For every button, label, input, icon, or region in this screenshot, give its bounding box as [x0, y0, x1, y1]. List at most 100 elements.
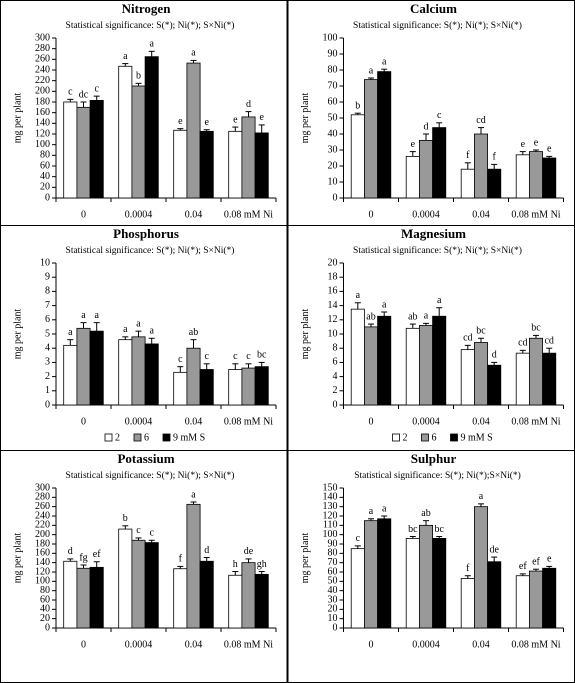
y-tick-label: 20 — [40, 182, 50, 193]
bar — [254, 573, 269, 629]
legend-label: 6 — [432, 432, 437, 443]
bar — [432, 538, 447, 629]
bar — [350, 114, 365, 199]
significance-letter: b — [355, 100, 360, 111]
y-tick-label: 120 — [35, 128, 50, 139]
significance-letter: a — [382, 299, 387, 310]
significance-letter: bc — [434, 524, 444, 535]
x-tick-label: 0.08 mM Ni — [224, 416, 273, 427]
bar — [118, 528, 133, 629]
y-tick-label: 3 — [45, 357, 50, 368]
y-tick-label: 50 — [328, 112, 338, 123]
significance-letter: de — [489, 544, 499, 555]
y-tick-label: 30 — [328, 144, 338, 155]
y-tick-label: 18 — [328, 271, 338, 282]
bar — [460, 168, 475, 199]
significance-letter: bc — [476, 326, 486, 337]
bar — [63, 101, 78, 199]
bar — [405, 327, 420, 406]
significance-letter: e — [547, 144, 552, 155]
legend-label: 9 mM S — [461, 432, 493, 443]
x-tick-label: 0 — [81, 416, 86, 427]
chart-title: Nitrogen — [122, 1, 172, 16]
bar — [364, 79, 379, 199]
y-tick-label: 100 — [323, 529, 338, 540]
chart-subtitle: Statistical significance: S(*); Ni(*); S… — [66, 245, 235, 256]
bar — [144, 542, 159, 629]
panel: Nitrogen Statistical significance: S(*); … — [0, 0, 288, 226]
bar — [131, 336, 146, 406]
y-tick-label: 200 — [35, 86, 50, 97]
significance-letter: c — [94, 83, 99, 94]
x-tick-label: 0.08 mM Ni — [224, 639, 273, 650]
significance-letter: a — [123, 324, 128, 335]
significance-letter: c — [68, 87, 73, 98]
significance-letter: d — [68, 546, 73, 557]
significance-letter: a — [369, 65, 374, 76]
chart-title: Phosphorus — [113, 226, 179, 241]
y-tick-label: 0 — [333, 399, 338, 410]
bar — [173, 568, 188, 629]
y-axis-label: mg per plant — [12, 533, 23, 584]
y-tick-label: 7 — [45, 300, 50, 311]
legend-swatch — [392, 433, 400, 442]
y-tick-label: 300 — [35, 32, 50, 43]
y-tick-label: 160 — [35, 548, 50, 559]
significance-letter: c — [246, 351, 251, 362]
y-tick-label: 80 — [40, 585, 50, 596]
bar — [418, 139, 433, 199]
y-tick-label: 130 — [323, 501, 338, 512]
y-tick-label: 8 — [333, 342, 338, 353]
y-axis-label: mg per plant — [12, 93, 23, 144]
bar — [241, 562, 256, 629]
y-tick-label: 70 — [328, 80, 338, 91]
significance-letter: e — [178, 116, 183, 127]
legend-swatch — [450, 433, 458, 442]
significance-letter: cd — [544, 335, 553, 346]
bar — [89, 330, 104, 406]
bar — [473, 342, 488, 406]
x-tick-label: 0.0004 — [412, 416, 440, 427]
y-tick-label: 240 — [35, 64, 50, 75]
x-tick-label: 0.08 mM Ni — [511, 416, 560, 427]
significance-letter: e — [233, 114, 238, 125]
significance-letter: b — [136, 71, 141, 82]
significance-letter: a — [382, 56, 387, 67]
x-tick-label: 0 — [369, 209, 374, 220]
significance-letter: a — [191, 489, 196, 500]
y-tick-label: 0 — [45, 399, 50, 410]
bar — [76, 106, 91, 199]
bar — [542, 567, 557, 629]
x-tick-label: 0 — [81, 639, 86, 650]
y-tick-label: 200 — [35, 529, 50, 540]
bar — [173, 371, 188, 406]
y-tick-label: 80 — [328, 64, 338, 75]
bar — [131, 85, 146, 199]
chart-title: Magnesium — [401, 226, 466, 241]
significance-letter: a — [356, 290, 361, 301]
bar — [254, 132, 269, 199]
significance-letter: ab — [421, 508, 430, 519]
significance-letter: a — [123, 51, 128, 62]
y-axis-label: mg per plant — [12, 309, 23, 360]
significance-letter: d — [492, 350, 497, 361]
significance-letter: d — [424, 121, 429, 132]
y-tick-label: 4 — [45, 342, 50, 353]
significance-letter: d — [246, 99, 251, 110]
bar — [515, 352, 530, 406]
y-tick-label: 260 — [35, 54, 50, 65]
y-tick-label: 4 — [333, 371, 338, 382]
significance-letter: e — [534, 137, 539, 148]
x-tick-label: 0.04 — [185, 416, 203, 427]
y-tick-label: 150 — [323, 482, 338, 493]
bar — [228, 369, 243, 406]
significance-letter: a — [191, 48, 196, 59]
significance-letter: e — [204, 117, 209, 128]
y-tick-label: 100 — [35, 139, 50, 150]
legend-swatch — [104, 433, 113, 442]
y-tick-label: 260 — [35, 501, 50, 512]
significance-letter: dc — [79, 89, 89, 100]
x-tick-label: 0.0004 — [412, 209, 440, 220]
y-tick-label: 300 — [35, 482, 50, 493]
bar — [542, 352, 557, 406]
